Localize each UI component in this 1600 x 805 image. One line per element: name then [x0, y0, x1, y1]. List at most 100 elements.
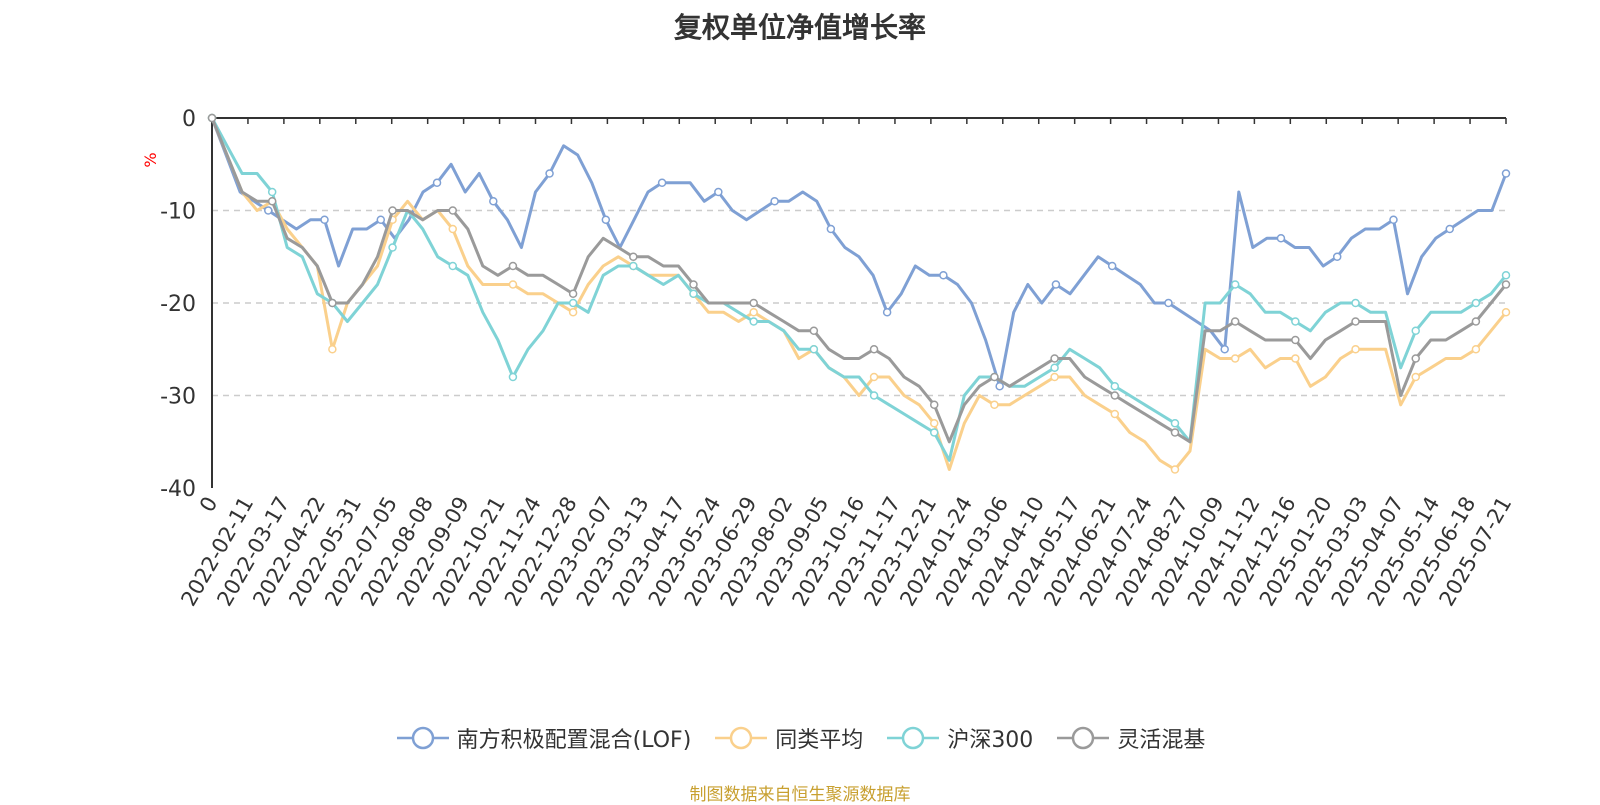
data-point — [448, 224, 457, 234]
data-point — [1501, 169, 1511, 178]
series-line — [210, 117, 1508, 462]
data-point — [320, 215, 329, 224]
legend-label: 南方积极配置混合(LOF) — [456, 728, 692, 753]
data-point — [749, 308, 758, 317]
x-tick-label: 0 — [195, 493, 222, 517]
data-point — [1276, 234, 1286, 243]
y-unit-label: % — [141, 152, 160, 167]
data-point — [657, 178, 667, 187]
data-point — [568, 308, 578, 317]
data-point — [990, 372, 999, 382]
data-point — [689, 289, 698, 298]
data-point — [1291, 354, 1300, 363]
chart-title: 复权单位净值增长率 — [673, 11, 926, 44]
grid-lines — [212, 209, 1506, 397]
series-line — [210, 117, 1508, 444]
data-point — [1471, 317, 1481, 326]
data-point — [508, 280, 518, 289]
data-point — [1351, 317, 1360, 326]
legend-label: 灵活混基 — [1117, 728, 1206, 753]
data-point — [1230, 354, 1240, 363]
data-point — [267, 187, 277, 197]
legend-label: 沪深300 — [947, 728, 1034, 753]
data-point — [714, 187, 723, 197]
legend-swatch-icon — [715, 726, 768, 750]
data-point — [568, 289, 578, 298]
data-point — [939, 271, 948, 280]
data-point — [929, 400, 939, 409]
data-point — [1050, 354, 1059, 363]
data-point — [508, 261, 518, 271]
data-point — [749, 317, 758, 326]
data-point — [1170, 419, 1180, 428]
y-tick-label: 0 — [182, 107, 196, 132]
data-point — [1051, 280, 1061, 289]
series-lines — [207, 113, 1511, 474]
legend-item[interactable]: 沪深300 — [885, 722, 1033, 754]
data-point — [1351, 345, 1360, 354]
data-point — [1332, 252, 1342, 261]
series-line — [210, 117, 1508, 388]
y-tick-label: -40 — [160, 477, 196, 502]
data-point — [882, 308, 892, 317]
data-point — [869, 345, 879, 354]
data-point — [1220, 345, 1229, 354]
data-point — [1291, 335, 1300, 345]
data-point — [448, 261, 457, 271]
data-point — [264, 206, 273, 215]
data-point — [629, 261, 638, 271]
data-point — [376, 215, 386, 224]
data-point — [1389, 215, 1398, 224]
data-point — [826, 224, 836, 234]
data-point — [1050, 372, 1059, 382]
data-point — [995, 382, 1004, 391]
series-line — [210, 117, 1508, 471]
data-point — [448, 206, 457, 215]
data-point — [1445, 224, 1454, 234]
data-point — [207, 113, 217, 123]
data-point — [1110, 409, 1120, 419]
legend-swatch-icon — [396, 726, 449, 750]
data-point — [869, 391, 879, 400]
legend-swatch-icon — [887, 726, 940, 750]
data-point — [1230, 317, 1240, 326]
axes — [211, 117, 1507, 488]
data-point — [568, 298, 578, 308]
data-point — [689, 280, 698, 289]
legend-item[interactable]: 南方积极配置混合(LOF) — [395, 722, 692, 754]
data-point — [1291, 317, 1300, 326]
legend-item[interactable]: 灵活混基 — [1055, 722, 1205, 754]
data-point — [388, 243, 397, 252]
data-point — [929, 419, 939, 428]
data-point — [629, 252, 638, 261]
data-point — [809, 326, 819, 335]
data-point — [1107, 261, 1117, 271]
data-point — [929, 428, 939, 437]
data-point — [489, 197, 498, 206]
data-point — [990, 400, 999, 409]
legend-item[interactable]: 同类平均 — [713, 722, 863, 754]
legend-label: 同类平均 — [775, 728, 864, 753]
data-point — [1501, 271, 1511, 280]
y-tick-label: -30 — [160, 385, 196, 410]
legend: 南方积极配置混合(LOF) 同类平均 沪深300 灵活混基 — [0, 722, 1600, 754]
data-point — [770, 197, 779, 206]
data-point — [869, 372, 879, 382]
data-point — [1110, 382, 1120, 391]
source-note: 制图数据来自恒生聚源数据库 — [689, 785, 911, 805]
data-point — [1170, 428, 1180, 437]
data-point — [1050, 363, 1059, 372]
y-tick-label: -10 — [160, 200, 196, 225]
data-point — [328, 298, 337, 308]
data-point — [1164, 298, 1173, 308]
data-point — [267, 197, 277, 206]
data-point — [1411, 372, 1420, 382]
legend-swatch-icon — [1057, 726, 1110, 750]
data-point — [328, 345, 337, 354]
data-point — [388, 206, 397, 215]
data-point — [1411, 354, 1420, 363]
data-point — [1170, 465, 1180, 474]
data-point — [1471, 345, 1481, 354]
data-point — [1501, 280, 1511, 289]
